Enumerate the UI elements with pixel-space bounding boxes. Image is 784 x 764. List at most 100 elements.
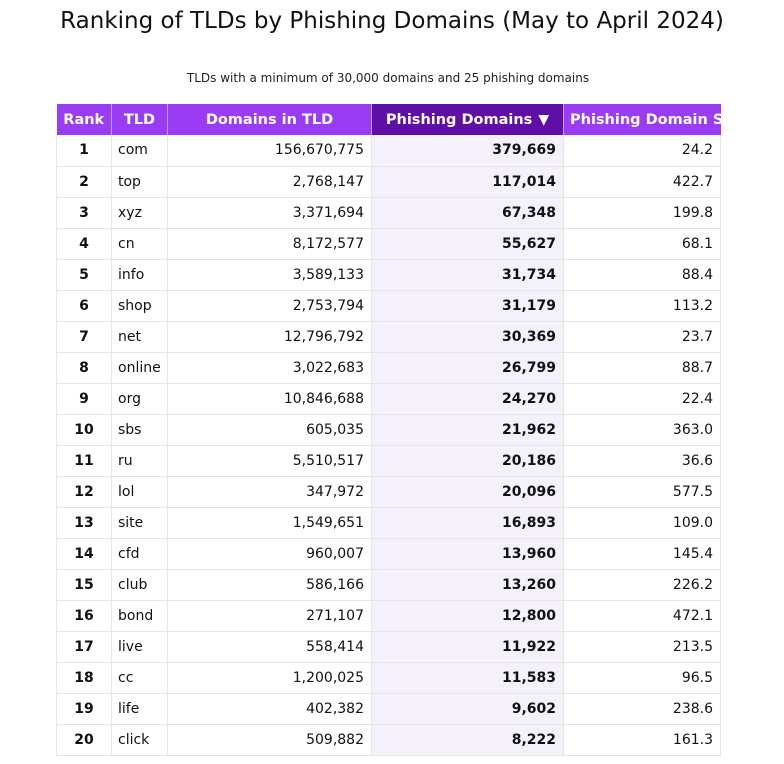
- ranking-table: Rank TLD Domains in TLD Phishing Domains…: [56, 104, 759, 756]
- cell-domains-in-tld: 271,107: [167, 600, 372, 632]
- cell-tld: org: [111, 383, 168, 415]
- table-row: 13 site 1,549,651 16,893 109.0: [56, 507, 721, 539]
- cell-rank: 16: [56, 600, 112, 632]
- cell-phishing-domains: 20,096: [371, 476, 564, 508]
- sort-descending-icon: ▼: [538, 111, 550, 128]
- cell-tld: live: [111, 631, 168, 663]
- column-header-tld[interactable]: TLD: [111, 104, 168, 135]
- cell-phishing-domain-score: 23.7: [563, 321, 721, 353]
- cell-domains-in-tld: 5,510,517: [167, 445, 372, 477]
- cell-phishing-domain-score: 145.4: [563, 538, 721, 570]
- cell-phishing-domains: 16,893: [371, 507, 564, 539]
- cell-phishing-domain-score: 24.2: [563, 135, 721, 167]
- table-row: 16 bond 271,107 12,800 472.1: [56, 600, 721, 632]
- cell-domains-in-tld: 960,007: [167, 538, 372, 570]
- table-row: 15 club 586,166 13,260 226.2: [56, 569, 721, 601]
- cell-rank: 2: [56, 166, 112, 198]
- cell-phishing-domain-score: 199.8: [563, 197, 721, 229]
- cell-tld: sbs: [111, 414, 168, 446]
- cell-phishing-domains: 21,962: [371, 414, 564, 446]
- header-row: Rank TLD Domains in TLD Phishing Domains…: [56, 104, 759, 135]
- cell-phishing-domains: 55,627: [371, 228, 564, 260]
- cell-domains-in-tld: 1,549,651: [167, 507, 372, 539]
- table-row: 17 live 558,414 11,922 213.5: [56, 631, 721, 663]
- cell-phishing-domain-score: 577.5: [563, 476, 721, 508]
- cell-domains-in-tld: 2,753,794: [167, 290, 372, 322]
- cell-phishing-domains: 26,799: [371, 352, 564, 384]
- cell-domains-in-tld: 1,200,025: [167, 662, 372, 694]
- table-row: 2 top 2,768,147 117,014 422.7: [56, 166, 721, 198]
- cell-tld: club: [111, 569, 168, 601]
- cell-phishing-domain-score: 88.7: [563, 352, 721, 384]
- cell-domains-in-tld: 558,414: [167, 631, 372, 663]
- table-row: 1 com 156,670,775 379,669 24.2: [56, 135, 721, 167]
- table-row: 19 life 402,382 9,602 238.6: [56, 693, 721, 725]
- table-row: 20 click 509,882 8,222 161.3: [56, 724, 721, 756]
- cell-phishing-domain-score: 213.5: [563, 631, 721, 663]
- table-row: 3 xyz 3,371,694 67,348 199.8: [56, 197, 721, 229]
- cell-phishing-domains: 30,369: [371, 321, 564, 353]
- cell-tld: click: [111, 724, 168, 756]
- column-header-rank[interactable]: Rank: [56, 104, 112, 135]
- cell-rank: 4: [56, 228, 112, 260]
- table-row: 10 sbs 605,035 21,962 363.0: [56, 414, 721, 446]
- cell-phishing-domain-score: 226.2: [563, 569, 721, 601]
- column-header-phishing-domain-score[interactable]: Phishing Domain Score: [563, 104, 759, 135]
- cell-phishing-domains: 31,179: [371, 290, 564, 322]
- cell-rank: 19: [56, 693, 112, 725]
- cell-phishing-domains: 67,348: [371, 197, 564, 229]
- cell-phishing-domains: 8,222: [371, 724, 564, 756]
- cell-domains-in-tld: 3,589,133: [167, 259, 372, 291]
- table-row: 18 cc 1,200,025 11,583 96.5: [56, 662, 721, 694]
- cell-domains-in-tld: 8,172,577: [167, 228, 372, 260]
- cell-tld: shop: [111, 290, 168, 322]
- table-row: 8 online 3,022,683 26,799 88.7: [56, 352, 721, 384]
- cell-tld: online: [111, 352, 168, 384]
- cell-phishing-domain-score: 96.5: [563, 662, 721, 694]
- cell-domains-in-tld: 402,382: [167, 693, 372, 725]
- table-row: 12 lol 347,972 20,096 577.5: [56, 476, 721, 508]
- column-header-phishing-domains-label: Phishing Domains: [385, 111, 533, 128]
- column-header-phishing-domains[interactable]: Phishing Domains ▼: [371, 104, 564, 135]
- cell-domains-in-tld: 156,670,775: [167, 135, 372, 167]
- cell-tld: cc: [111, 662, 168, 694]
- table-body: 1 com 156,670,775 379,669 24.2 2 top 2,768,147 1…: [56, 135, 721, 756]
- cell-phishing-domain-score: 88.4: [563, 259, 721, 291]
- cell-rank: 14: [56, 538, 112, 570]
- cell-tld: cn: [111, 228, 168, 260]
- cell-phishing-domain-score: 22.4: [563, 383, 721, 415]
- table-row: 5 info 3,589,133 31,734 88.4: [56, 259, 721, 291]
- table-row: 14 cfd 960,007 13,960 145.4: [56, 538, 721, 570]
- cell-domains-in-tld: 3,022,683: [167, 352, 372, 384]
- cell-phishing-domain-score: 113.2: [563, 290, 721, 322]
- cell-tld: ru: [111, 445, 168, 477]
- cell-rank: 6: [56, 290, 112, 322]
- table-row: 6 shop 2,753,794 31,179 113.2: [56, 290, 721, 322]
- cell-tld: com: [111, 135, 168, 167]
- cell-rank: 20: [56, 724, 112, 756]
- cell-rank: 1: [56, 135, 112, 167]
- column-header-domains-in-tld[interactable]: Domains in TLD: [167, 104, 372, 135]
- chart-title: Ranking of TLDs by Phishing Domains (May…: [60, 8, 724, 34]
- cell-domains-in-tld: 605,035: [167, 414, 372, 446]
- cell-rank: 18: [56, 662, 112, 694]
- cell-domains-in-tld: 3,371,694: [167, 197, 372, 229]
- cell-phishing-domain-score: 36.6: [563, 445, 721, 477]
- table-row: 11 ru 5,510,517 20,186 36.6: [56, 445, 721, 477]
- cell-phishing-domain-score: 363.0: [563, 414, 721, 446]
- cell-tld: info: [111, 259, 168, 291]
- cell-phishing-domain-score: 161.3: [563, 724, 721, 756]
- cell-domains-in-tld: 10,846,688: [167, 383, 372, 415]
- cell-phishing-domains: 20,186: [371, 445, 564, 477]
- cell-phishing-domains: 379,669: [371, 135, 564, 167]
- cell-phishing-domains: 9,602: [371, 693, 564, 725]
- cell-tld: life: [111, 693, 168, 725]
- cell-rank: 17: [56, 631, 112, 663]
- cell-rank: 9: [56, 383, 112, 415]
- cell-rank: 3: [56, 197, 112, 229]
- cell-phishing-domains: 11,583: [371, 662, 564, 694]
- cell-phishing-domain-score: 472.1: [563, 600, 721, 632]
- cell-domains-in-tld: 509,882: [167, 724, 372, 756]
- table-row: 9 org 10,846,688 24,270 22.4: [56, 383, 721, 415]
- cell-rank: 10: [56, 414, 112, 446]
